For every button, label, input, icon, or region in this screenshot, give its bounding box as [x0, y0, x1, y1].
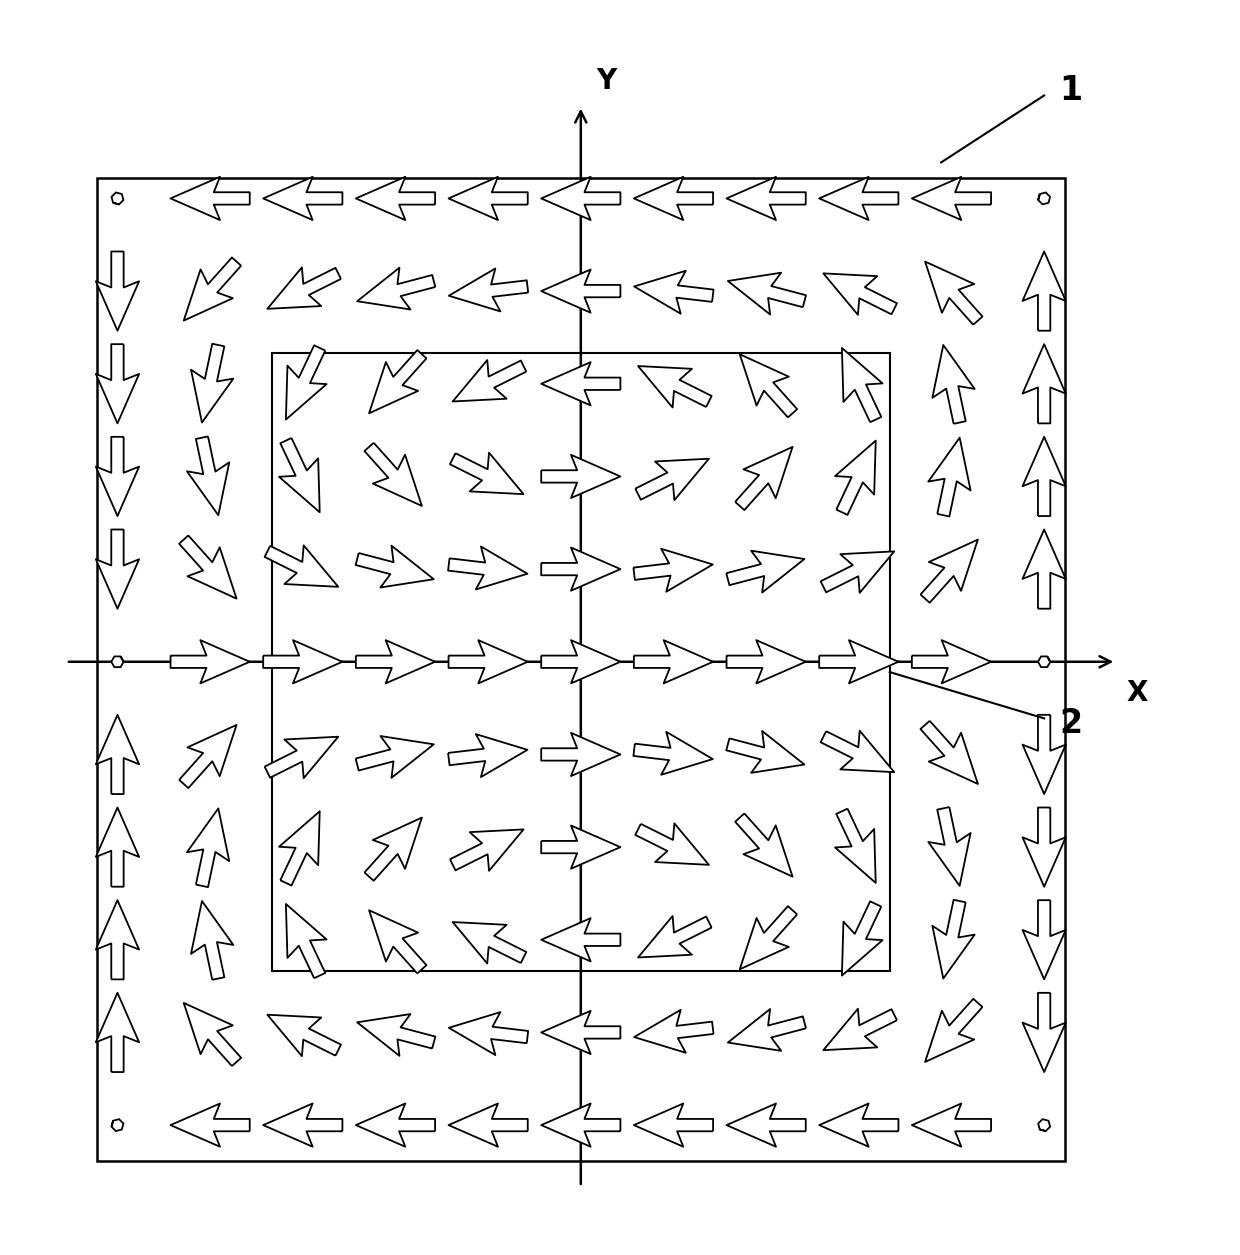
- Text: X: X: [1126, 679, 1148, 707]
- Text: 1: 1: [1060, 74, 1083, 107]
- Bar: [272, 353, 890, 970]
- Bar: [97, 178, 1065, 1161]
- Text: 2: 2: [1060, 707, 1083, 740]
- Text: Y: Y: [596, 68, 616, 95]
